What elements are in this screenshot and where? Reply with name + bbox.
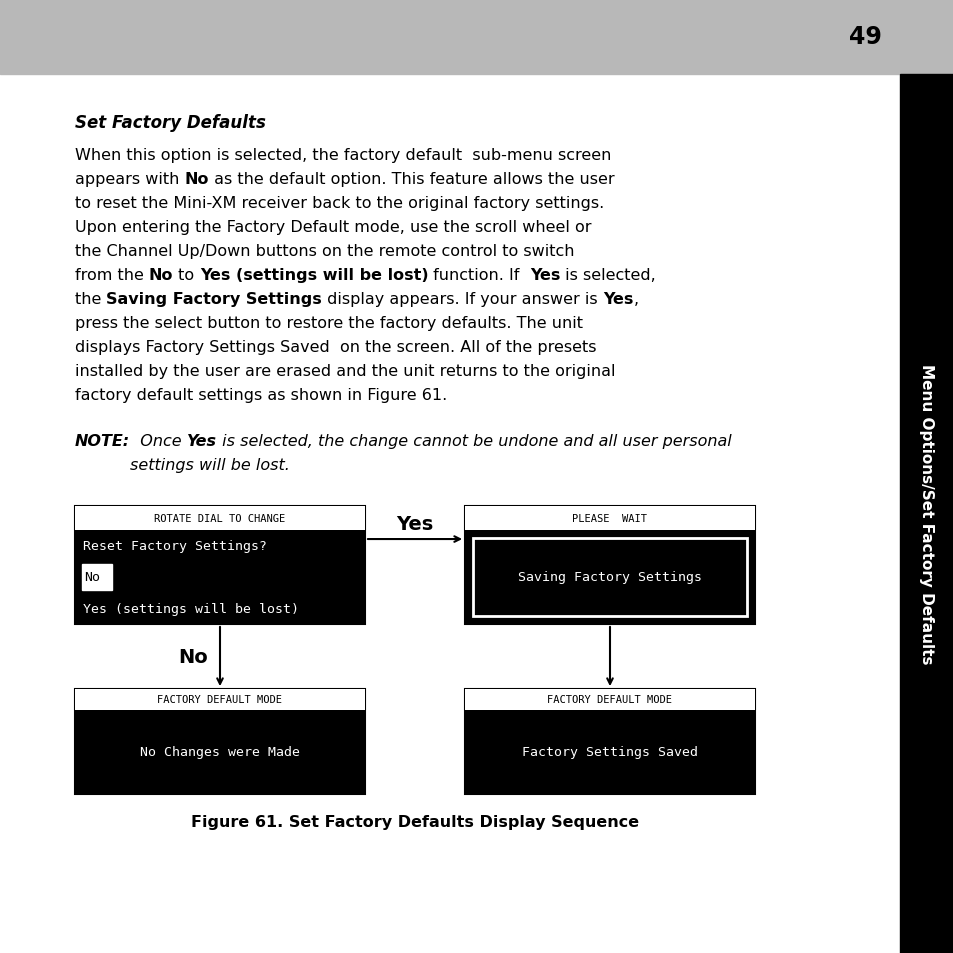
Text: No: No	[178, 647, 208, 666]
Bar	[464, 689, 754, 794]
Bar	[464, 506, 754, 624]
Text: Yes: Yes	[187, 434, 216, 449]
Text: settings will be lost.: settings will be lost.	[130, 457, 290, 473]
Text: displays Factory Settings Saved  on the screen. All of the presets: displays Factory Settings Saved on the s…	[75, 339, 596, 355]
Bar	[75, 689, 365, 710]
Text: as the default option. This feature allows the user: as the default option. This feature allo…	[209, 172, 614, 187]
Text: is selected, the change cannot be undone and all user personal: is selected, the change cannot be undone…	[216, 434, 731, 449]
Text: Menu Options/Set Factory Defaults: Menu Options/Set Factory Defaults	[919, 364, 934, 664]
Text: Yes: Yes	[530, 268, 559, 283]
Text: function. If: function. If	[428, 268, 530, 283]
Text: Reset Factory Settings?: Reset Factory Settings?	[83, 539, 267, 552]
Text: No: No	[149, 268, 173, 283]
Text: Yes (settings will be lost): Yes (settings will be lost)	[199, 268, 428, 283]
Text: to: to	[173, 268, 199, 283]
Text: Yes: Yes	[395, 515, 434, 534]
Text: installed by the user are erased and the unit returns to the original: installed by the user are erased and the…	[75, 364, 615, 378]
Text: is selected,: is selected,	[559, 268, 656, 283]
Text: Once: Once	[130, 434, 187, 449]
Text: Yes: Yes	[602, 292, 633, 307]
Text: appears with: appears with	[75, 172, 184, 187]
Bar	[75, 689, 365, 794]
Text: the: the	[75, 292, 107, 307]
Bar	[473, 538, 746, 617]
Text: to reset the Mini-XM receiver back to the original factory settings.: to reset the Mini-XM receiver back to th…	[75, 195, 603, 211]
Text: from the: from the	[75, 268, 149, 283]
Bar	[0, 0, 953, 75]
Text: Figure 61. Set Factory Defaults Display Sequence: Figure 61. Set Factory Defaults Display …	[191, 814, 639, 829]
Text: FACTORY DEFAULT MODE: FACTORY DEFAULT MODE	[157, 695, 282, 705]
Text: Set Factory Defaults: Set Factory Defaults	[75, 113, 266, 132]
Bar	[899, 75, 953, 953]
Text: No Changes were Made: No Changes were Made	[140, 745, 299, 759]
Text: Factory Settings Saved: Factory Settings Saved	[521, 745, 698, 759]
Bar	[75, 506, 365, 530]
Bar	[82, 564, 112, 590]
Text: Yes (settings will be lost): Yes (settings will be lost)	[83, 602, 298, 615]
Text: When this option is selected, the factory default  sub-menu screen: When this option is selected, the factor…	[75, 148, 611, 163]
Text: 49: 49	[848, 26, 882, 50]
Bar	[75, 506, 365, 624]
Text: FACTORY DEFAULT MODE: FACTORY DEFAULT MODE	[547, 695, 672, 705]
Text: Saving Factory Settings: Saving Factory Settings	[107, 292, 322, 307]
Text: press the select button to restore the factory defaults. The unit: press the select button to restore the f…	[75, 315, 582, 331]
Text: ,: ,	[633, 292, 638, 307]
Text: No: No	[184, 172, 209, 187]
Text: Upon entering the Factory Default mode, use the scroll wheel or: Upon entering the Factory Default mode, …	[75, 220, 591, 234]
Text: factory default settings as shown in Figure 61.: factory default settings as shown in Fig…	[75, 388, 447, 402]
Text: NOTE:: NOTE:	[75, 434, 130, 449]
Text: Saving Factory Settings: Saving Factory Settings	[517, 571, 701, 583]
Bar	[464, 506, 754, 530]
Text: No: No	[84, 571, 100, 583]
Text: PLEASE  WAIT: PLEASE WAIT	[572, 514, 647, 523]
Text: the Channel Up/Down buttons on the remote control to switch: the Channel Up/Down buttons on the remot…	[75, 244, 574, 258]
Text: display appears. If your answer is: display appears. If your answer is	[322, 292, 602, 307]
Text: ROTATE DIAL TO CHANGE: ROTATE DIAL TO CHANGE	[154, 514, 285, 523]
Bar	[464, 689, 754, 710]
